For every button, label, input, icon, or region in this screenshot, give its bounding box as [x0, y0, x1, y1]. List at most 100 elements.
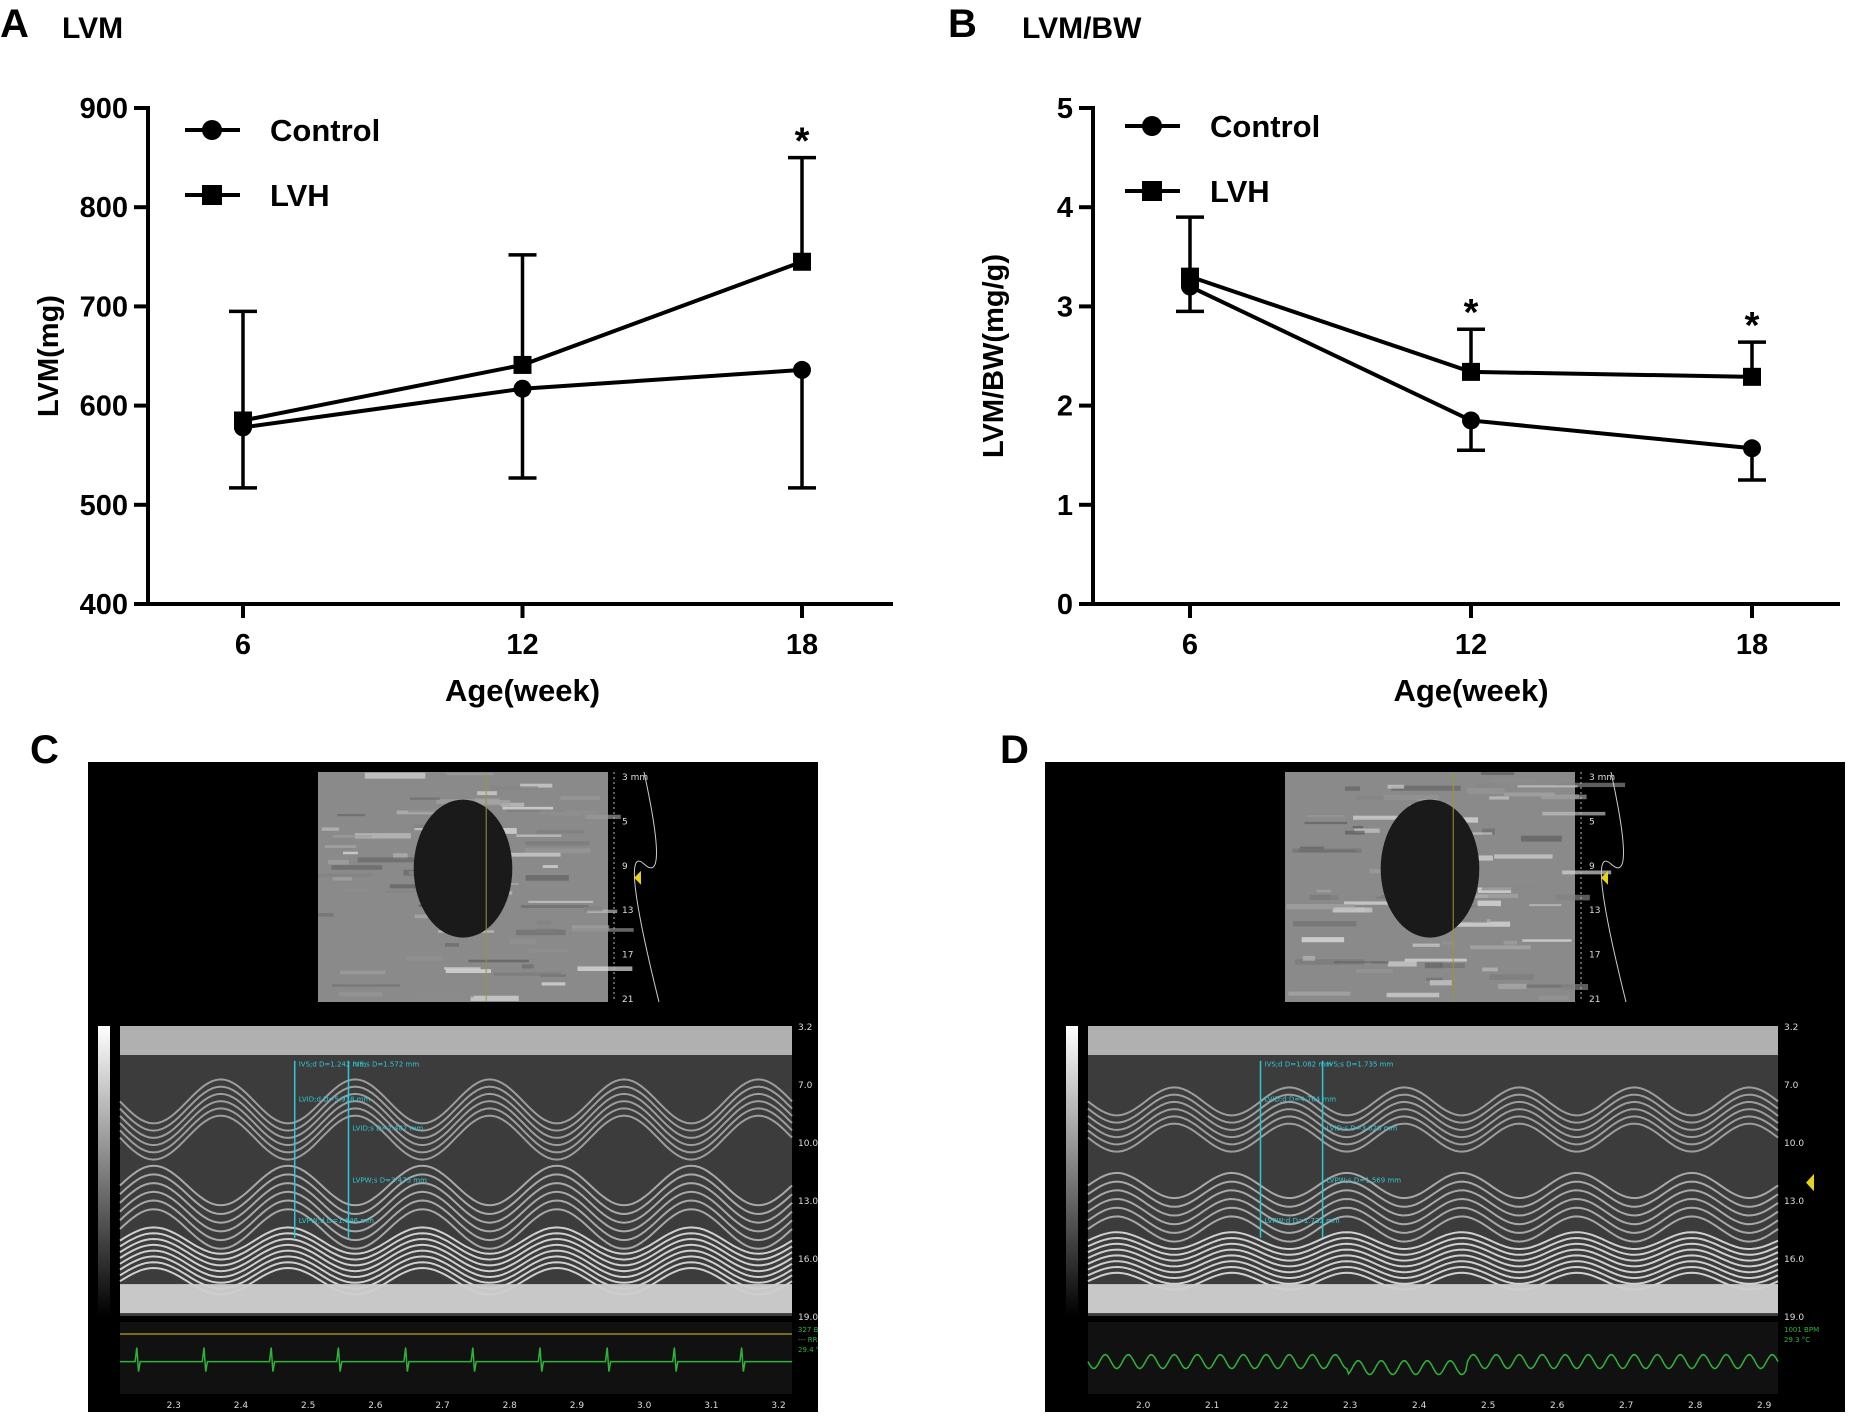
echo-d-bmode-speckle [1429, 980, 1452, 986]
echo-d-mmode-image [1088, 1026, 1778, 1316]
echo-c-mmode-depth-label: 16.0 [798, 1255, 818, 1265]
echo-d-bmode-speckle [1467, 788, 1505, 794]
chart-b-x-tick-label: 18 [1736, 629, 1768, 661]
chart-a-lvh-point [793, 252, 811, 271]
echo-d-bmode-speckle [1494, 854, 1553, 859]
echo-c-image: 3 mm 5 9 13 17 21 3.2 7.0 10.0 13.0 16.0 19.0 IVS;d … [98, 771, 818, 1411]
echo-d-bmode-speckle [1344, 830, 1365, 835]
chart-a-y-tick-label: 600 [80, 391, 128, 423]
chart-b-y-tick-label: 2 [1057, 391, 1073, 423]
echo-c-bmode-speckle [577, 966, 633, 972]
echo-d-bmode-speckle [1301, 937, 1345, 943]
chart-a-control-point [793, 360, 811, 379]
panel-d-letter: D [1000, 728, 1029, 772]
echo-d-bmode-speckle [1302, 955, 1316, 961]
echo-c-bmode-speckle [343, 851, 358, 855]
echo-c-time-axis-label: 2.3 [167, 1401, 181, 1411]
echo-c-mmode-posterior-trace [119, 1164, 793, 1207]
chart-a-lvh-point [513, 355, 532, 374]
chart-b-y-tick-label: 0 [1057, 589, 1073, 621]
echo-c-time-axis-label: 2.7 [435, 1401, 449, 1411]
echo-d-bmode-speckle [1476, 783, 1496, 788]
echo-c-bmode-speckle [585, 814, 621, 819]
echo-panel-d: 3 mm 5 9 13 17 21 3.2 7.0 10.0 13.0 16.0 19.0 IVS;d … [1045, 762, 1845, 1412]
echo-d-bmode-depth-label: 17 [1589, 951, 1600, 961]
echo-c-bmode-depth-label: 17 [622, 951, 633, 961]
echo-d-bmode-ventricle [1380, 799, 1480, 938]
echo-d-mmode-depth-label: 13.0 [1784, 1197, 1804, 1207]
echo-d-bmode-speckle [1404, 958, 1467, 962]
echo-c-bmode-speckle [516, 834, 562, 837]
echo-c-bmode-speckle [536, 829, 584, 834]
chart-b-y-tick-label: 1 [1057, 490, 1073, 522]
chart-a-y-axis-label: LVM(mg) [33, 295, 65, 417]
echo-d-bmode-speckle [1355, 795, 1405, 800]
echo-c-mmode-wall-trace [119, 1249, 793, 1279]
echo-d-bmode-speckle [1556, 782, 1626, 788]
echo-c-bmode-ventricle [413, 799, 513, 938]
echo-d-mmode-septum-trace [1087, 1115, 1779, 1146]
panel-a-title: LVM [62, 12, 124, 45]
echo-c-bmode-speckle [337, 814, 366, 817]
chart-b-y-axis-label: LVM/BW(mg/g) [978, 254, 1010, 458]
echo-d-mmode-posterior-trace [1087, 1171, 1779, 1200]
chart-b-lvh-point [1743, 367, 1761, 386]
echo-d-bmode-speckle [1480, 772, 1515, 775]
echo-d-image: 3 mm 5 9 13 17 21 3.2 7.0 10.0 13.0 16.0 19.0 IVS;d … [1066, 771, 1819, 1411]
panel-a-letter: A [0, 2, 29, 46]
echo-d-bmode-speckle [1522, 939, 1572, 942]
echo-c-mmode-posterior-trace [119, 1199, 793, 1242]
echo-c-time-axis-label: 2.5 [301, 1401, 315, 1411]
echo-d-bmode-speckle [1391, 785, 1461, 791]
chart-b-legend-control-label: Control [1210, 109, 1320, 144]
echo-c-bmode-speckle [410, 797, 440, 800]
echo-d-bmode-speckle [1482, 828, 1495, 835]
echo-c-grayscale-bar [98, 1026, 110, 1316]
panel-c-letter: C [30, 728, 59, 772]
echo-d-bmode-speckle [1489, 974, 1534, 980]
echo-c-bmode-speckle [364, 772, 426, 779]
echo-d-mmode-wall-trace [1087, 1242, 1779, 1262]
echo-c-bmode-speckle [528, 900, 594, 903]
echo-d-mmode-septum-trace [1087, 1093, 1779, 1124]
echo-d-time-axis-label: 2.1 [1205, 1401, 1219, 1411]
echo-c-mmode-wall-trace [119, 1237, 793, 1267]
echo-c-bmode-speckle [493, 972, 561, 976]
chart-a-y-tick-label: 700 [80, 291, 128, 323]
echo-c-bmode-speckle [536, 928, 559, 934]
chart-b-y-tick-label: 5 [1057, 93, 1073, 125]
echo-c-bmode-speckle [524, 848, 591, 854]
echo-d-bmode-speckle [1561, 984, 1589, 990]
echo-d-mmode-depth-label: 3.2 [1784, 1023, 1798, 1033]
echo-c-bmode-speckle [343, 889, 368, 892]
echo-d-bmode-speckle [1304, 821, 1348, 825]
echo-d-mmode-depth-label: 10.0 [1784, 1139, 1804, 1149]
panel-b-title: LVM/BW [1022, 12, 1142, 45]
echo-d-mmode-septum-trace [1087, 1122, 1779, 1153]
chart-b-lvh-point [1462, 362, 1480, 381]
echo-c-bmode-speckle [382, 838, 440, 842]
echo-d-bmode-speckle [1344, 786, 1360, 791]
echo-c-measurement-label: IVS;s D=1.572 mm [352, 1061, 419, 1069]
echo-c-bmode-gain-curve [633, 771, 660, 1003]
chart-a-significance-star: * [795, 121, 810, 163]
echo-c-ecg-status: 327 BPM [798, 1326, 818, 1334]
echo-c-time-axis-label: 2.6 [368, 1401, 383, 1411]
echo-d-bmode-speckle [1343, 901, 1410, 905]
echo-d-bmode-speckle [1352, 825, 1364, 829]
echo-d-bmode-speckle [1356, 969, 1394, 974]
echo-d-bmode-speckle [1450, 921, 1511, 927]
echo-d-mmode-wall-trace [1087, 1254, 1779, 1274]
echo-c-mmode-posterior-trace [119, 1182, 793, 1224]
echo-d-time-axis-label: 2.6 [1550, 1401, 1565, 1411]
echo-d-bmode-speckle [1288, 991, 1351, 996]
echo-d-bmode-speckle [1451, 893, 1519, 898]
echo-c-bmode-depth-label: 3 mm [622, 773, 648, 783]
echo-d-mmode-depth-label: 19.0 [1784, 1313, 1804, 1323]
echo-d-bmode-speckle [1286, 903, 1355, 910]
echo-d-bmode-speckle [1383, 794, 1440, 801]
echo-c-bmode-speckle [415, 992, 474, 998]
echo-d-time-axis-label: 2.9 [1757, 1401, 1772, 1411]
echo-d-mmode-posterior-trace [1087, 1197, 1779, 1226]
echo-d-grayscale-bar [1066, 1026, 1078, 1316]
